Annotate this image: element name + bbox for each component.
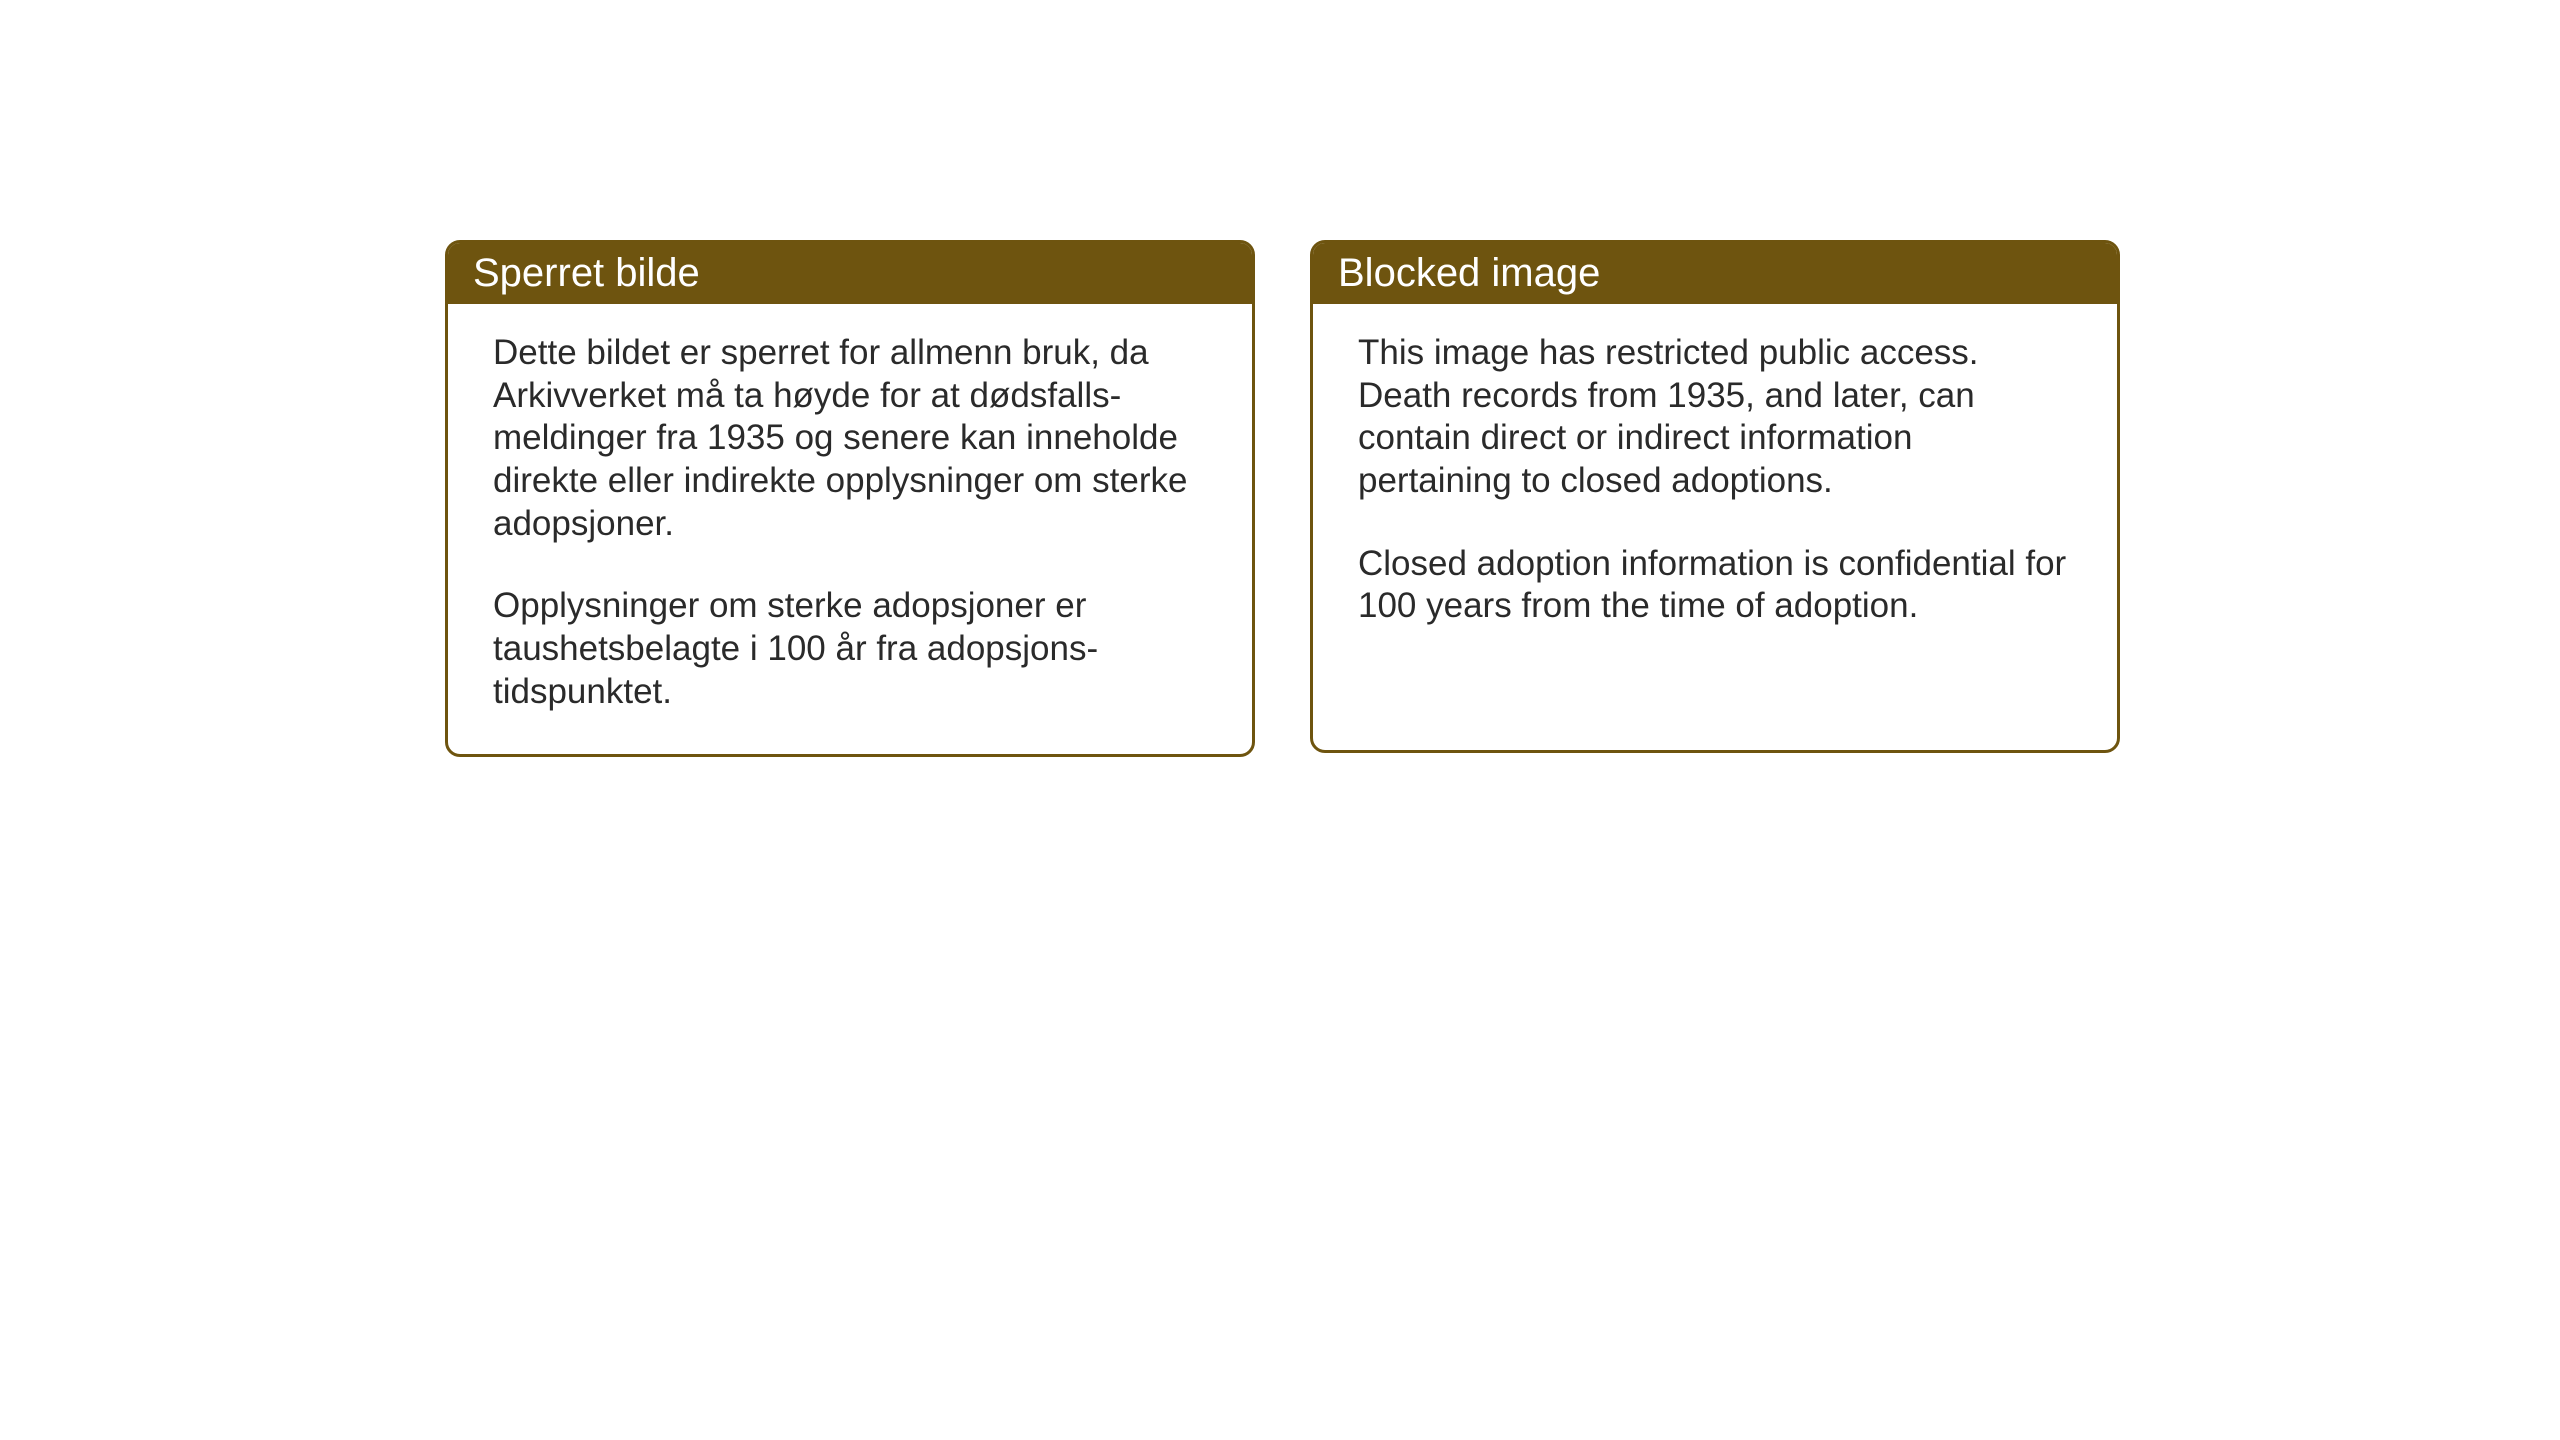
notice-title-norwegian: Sperret bilde <box>473 251 700 295</box>
notice-paragraph-1-english: This image has restricted public access.… <box>1358 332 2072 503</box>
notice-body-english: This image has restricted public access.… <box>1313 304 2117 668</box>
notice-paragraph-2-norwegian: Opplysninger om sterke adopsjoner er tau… <box>493 585 1207 713</box>
notice-box-english: Blocked image This image has restricted … <box>1310 240 2120 753</box>
notice-paragraph-1-norwegian: Dette bildet er sperret for allmenn bruk… <box>493 332 1207 545</box>
notice-paragraph-2-english: Closed adoption information is confident… <box>1358 543 2072 628</box>
notice-header-norwegian: Sperret bilde <box>448 243 1252 304</box>
notice-body-norwegian: Dette bildet er sperret for allmenn bruk… <box>448 304 1252 754</box>
notice-header-english: Blocked image <box>1313 243 2117 304</box>
notice-title-english: Blocked image <box>1338 251 1600 295</box>
notice-box-norwegian: Sperret bilde Dette bildet er sperret fo… <box>445 240 1255 757</box>
notices-container: Sperret bilde Dette bildet er sperret fo… <box>445 240 2120 757</box>
